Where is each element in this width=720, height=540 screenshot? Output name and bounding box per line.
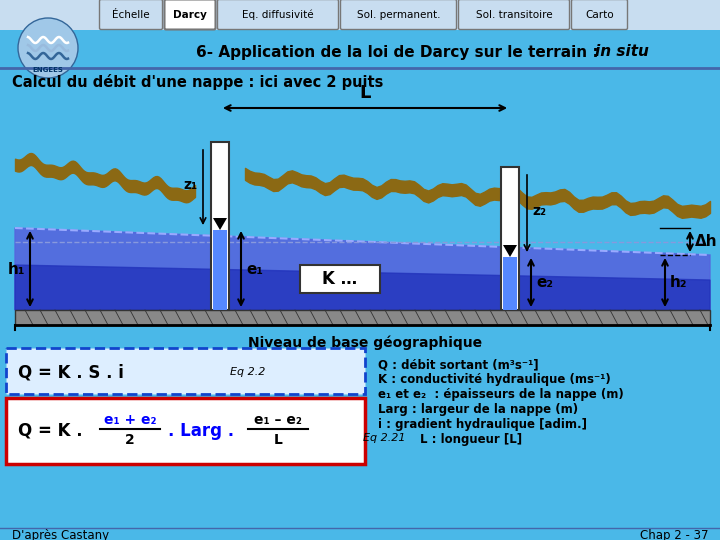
Text: ENGEES: ENGEES [32, 67, 63, 73]
FancyBboxPatch shape [459, 0, 570, 30]
Text: h₂: h₂ [670, 275, 688, 290]
Text: Q : débit sortant (m³s⁻¹]: Q : débit sortant (m³s⁻¹] [378, 358, 539, 371]
FancyBboxPatch shape [217, 0, 338, 30]
Text: 6- Application de la loi de Darcy sur le terrain :: 6- Application de la loi de Darcy sur le… [196, 44, 604, 59]
Text: Larg : largeur de la nappe (m): Larg : largeur de la nappe (m) [378, 403, 578, 416]
Text: Δh: Δh [695, 234, 718, 249]
FancyBboxPatch shape [572, 0, 628, 30]
Text: h₁: h₁ [7, 261, 25, 276]
Text: . Larg .: . Larg . [168, 422, 234, 440]
Text: e₁ + e₂: e₁ + e₂ [104, 413, 156, 427]
Text: Échelle: Échelle [112, 10, 150, 20]
Polygon shape [15, 265, 710, 310]
FancyBboxPatch shape [6, 348, 365, 394]
Bar [211, 142, 229, 310]
Text: 2: 2 [125, 433, 135, 447]
Polygon shape [213, 218, 227, 230]
Text: e₂: e₂ [536, 275, 553, 290]
Text: Calcul du débit d'une nappe : ici avec 2 puits: Calcul du débit d'une nappe : ici avec 2… [12, 74, 383, 90]
Text: L: L [274, 433, 282, 447]
Bar [501, 167, 519, 310]
FancyBboxPatch shape [341, 0, 456, 30]
Text: i : gradient hydraulique [adim.]: i : gradient hydraulique [adim.] [378, 418, 587, 431]
Polygon shape [503, 245, 517, 257]
Text: L: L [359, 84, 371, 102]
Text: Sol. permanent.: Sol. permanent. [356, 10, 440, 20]
Text: Q = K . S . i: Q = K . S . i [18, 363, 124, 381]
Text: Sol. transitoire: Sol. transitoire [476, 10, 552, 20]
FancyBboxPatch shape [164, 0, 215, 30]
Text: K : conductivité hydraulique (ms⁻¹): K : conductivité hydraulique (ms⁻¹) [378, 373, 611, 386]
Text: z₁: z₁ [183, 178, 197, 192]
Text: Q = K .: Q = K . [18, 422, 83, 440]
Text: K …: K … [323, 270, 358, 288]
FancyBboxPatch shape [6, 398, 365, 464]
Text: e₁ – e₂: e₁ – e₂ [254, 413, 302, 427]
Text: Carto: Carto [585, 10, 614, 20]
Text: in situ: in situ [595, 44, 649, 59]
Text: e₁: e₁ [246, 261, 263, 276]
Text: L : longueur [L]: L : longueur [L] [420, 433, 522, 446]
Bar [213, 230, 227, 310]
Text: Chap 2 - 37: Chap 2 - 37 [639, 530, 708, 540]
Bar [300, 265, 380, 293]
Polygon shape [15, 228, 710, 310]
Text: Eq 2.21: Eq 2.21 [363, 433, 405, 443]
Text: Eq 2.2: Eq 2.2 [230, 367, 266, 377]
Bar [503, 257, 517, 310]
Bar [15, 310, 710, 325]
Text: e₁ et e₂  : épaisseurs de la nappe (m): e₁ et e₂ : épaisseurs de la nappe (m) [378, 388, 624, 401]
Text: D'après Castany: D'après Castany [12, 530, 109, 540]
Text: Darcy: Darcy [173, 10, 207, 20]
FancyBboxPatch shape [99, 0, 163, 30]
Text: Niveau de base géographique: Niveau de base géographique [248, 335, 482, 349]
Text: z₂: z₂ [532, 204, 546, 218]
Text: Eq. diffusivité: Eq. diffusivité [242, 10, 314, 20]
Circle shape [18, 18, 78, 78]
Bar [0, 0, 720, 30]
